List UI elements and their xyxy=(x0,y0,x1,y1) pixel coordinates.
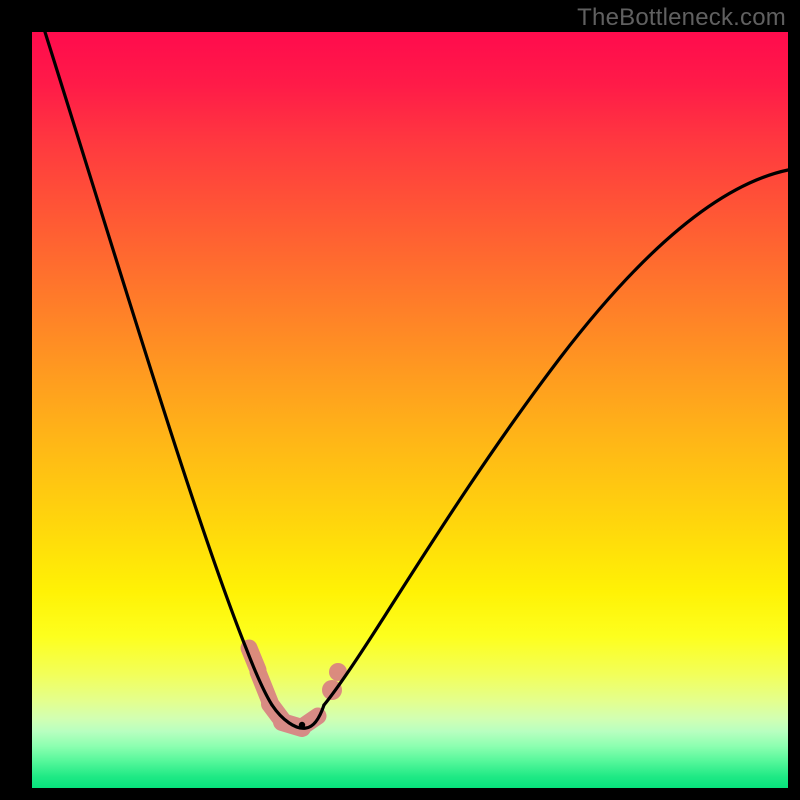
curve-overlay xyxy=(0,0,800,800)
v-curve xyxy=(45,32,788,728)
center-dot xyxy=(299,722,305,728)
